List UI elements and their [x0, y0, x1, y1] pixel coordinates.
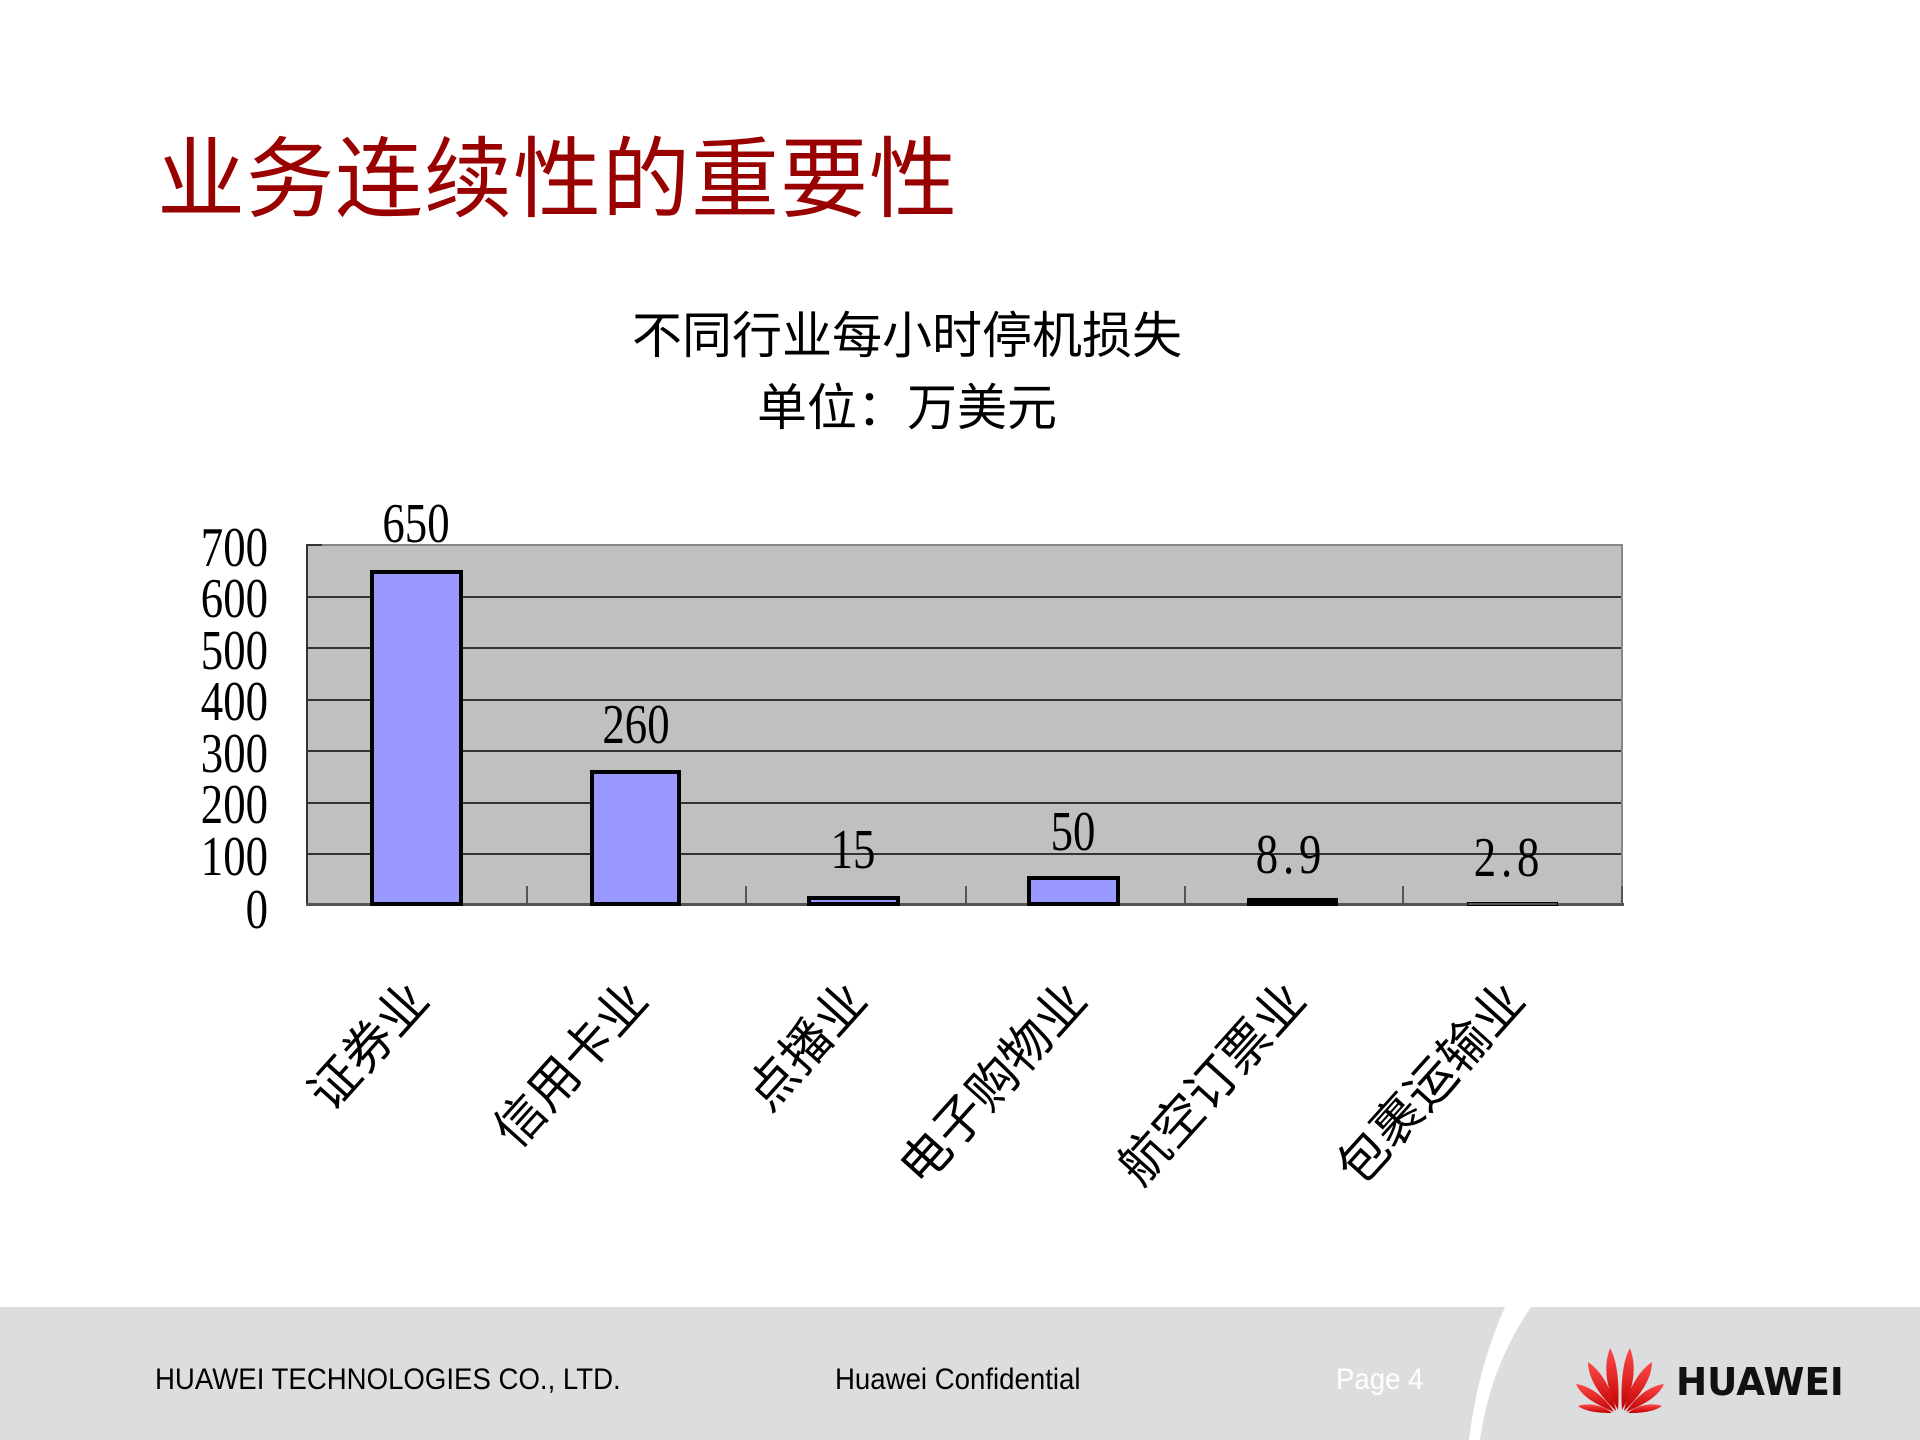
x-tick	[1621, 886, 1623, 904]
bar-airline-reservation	[1247, 898, 1338, 906]
category-label: 包裹运输业	[1325, 971, 1537, 1196]
chart-title: 不同行业每小时停机损失	[632, 307, 1182, 365]
x-tick	[965, 886, 967, 904]
footer-band	[0, 1307, 1920, 1440]
y-tick-label: 300	[200, 723, 268, 785]
x-tick	[526, 886, 528, 904]
y-tick	[306, 544, 322, 546]
footer-company: HUAWEI TECHNOLOGIES CO., LTD.	[155, 1363, 621, 1396]
value-label: 50	[1050, 801, 1096, 863]
plot-area	[307, 544, 1623, 904]
category-label: 点播业	[734, 971, 879, 1122]
category-label: 航空订票业	[1106, 971, 1318, 1196]
value-label: 15	[830, 819, 876, 881]
y-tick-label: 400	[200, 671, 268, 733]
x-tick	[1402, 886, 1404, 904]
value-label: 2.8	[1473, 827, 1545, 889]
value-label: 8.9	[1255, 824, 1327, 886]
category-label: 电子购物业	[887, 971, 1099, 1196]
y-tick-label: 200	[200, 774, 268, 836]
y-tick-label: 600	[200, 568, 268, 630]
category-label: 信用卡业	[482, 971, 660, 1159]
bar-home-shopping	[1027, 876, 1120, 906]
footer-confidential: Huawei Confidential	[835, 1363, 1081, 1396]
bar-pay-per-view	[807, 896, 900, 906]
y-axis	[306, 544, 308, 905]
huawei-logo-icon	[1576, 1348, 1664, 1413]
y-tick-label: 500	[200, 620, 268, 682]
y-tick-label: 700	[200, 517, 268, 579]
value-label: 260	[602, 694, 670, 756]
footer-page-number: Page 4	[1336, 1363, 1424, 1396]
y-tick-label: 100	[200, 826, 268, 888]
gridline	[308, 802, 1621, 804]
gridline	[308, 750, 1621, 752]
y-tick-label: 0	[245, 879, 268, 941]
gridline	[308, 596, 1621, 598]
bar-securities	[370, 570, 463, 906]
x-tick	[1184, 886, 1186, 904]
huawei-logo-text: HUAWEI	[1676, 1360, 1844, 1404]
footer-divider-stripe	[1469, 1307, 1531, 1440]
x-axis	[306, 903, 1624, 906]
slide-title: 业务连续性的重要性	[157, 128, 959, 231]
gridline	[308, 853, 1621, 855]
gridline	[308, 647, 1621, 649]
category-label: 证券业	[296, 971, 441, 1122]
value-label: 650	[382, 493, 450, 555]
bar-credit-card	[590, 770, 681, 906]
bar-package-shipping	[1467, 902, 1558, 906]
x-tick	[745, 886, 747, 904]
gridline	[308, 699, 1621, 701]
chart-subtitle: 单位：万美元	[757, 379, 1057, 437]
